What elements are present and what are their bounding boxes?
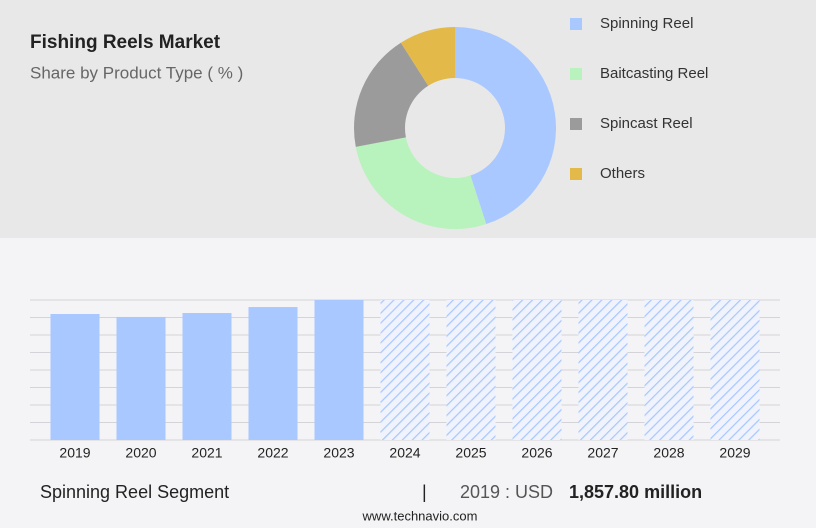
legend-label: Baitcasting Reel: [600, 65, 708, 82]
donut-slice: [455, 27, 556, 225]
legend-label: Others: [600, 165, 645, 182]
bar: [50, 313, 100, 440]
legend-swatch: [570, 118, 582, 130]
x-tick-label: 2019: [59, 445, 90, 461]
donut-slice: [355, 137, 487, 230]
title: Fishing Reels Market: [30, 32, 221, 53]
forecast-placeholder: [644, 300, 694, 440]
x-tick-label: 2026: [521, 445, 552, 461]
forecast-placeholder: [446, 300, 496, 440]
legend-swatch: [570, 68, 582, 80]
subtitle: Share by Product Type ( % ): [30, 63, 243, 82]
bar: [314, 300, 364, 440]
segment-label: Spinning Reel Segment: [40, 482, 229, 502]
bar: [116, 316, 166, 440]
x-tick-label: 2029: [719, 445, 750, 461]
x-tick-label: 2020: [125, 445, 156, 461]
year-label: 2019 : USD: [460, 482, 553, 502]
bar: [182, 313, 232, 440]
forecast-placeholder: [710, 300, 760, 440]
forecast-placeholder: [380, 300, 430, 440]
forecast-placeholder: [578, 300, 628, 440]
x-tick-label: 2023: [323, 445, 354, 461]
legend-swatch: [570, 168, 582, 180]
forecast-placeholder: [512, 300, 562, 440]
value-label: 1,857.80 million: [569, 482, 702, 502]
legend-label: Spincast Reel: [600, 115, 693, 132]
separator: |: [422, 482, 427, 502]
bar: [248, 307, 298, 440]
x-tick-label: 2024: [389, 445, 420, 461]
donut-slice: [400, 27, 455, 86]
donut-slice: [354, 42, 429, 147]
legend-swatch: [570, 18, 582, 30]
x-tick-label: 2022: [257, 445, 288, 461]
x-tick-label: 2028: [653, 445, 684, 461]
legend-label: Spinning Reel: [600, 15, 693, 32]
x-tick-label: 2027: [587, 445, 618, 461]
source: www.technavio.com: [362, 508, 478, 523]
x-tick-label: 2021: [191, 445, 222, 461]
x-tick-label: 2025: [455, 445, 486, 461]
